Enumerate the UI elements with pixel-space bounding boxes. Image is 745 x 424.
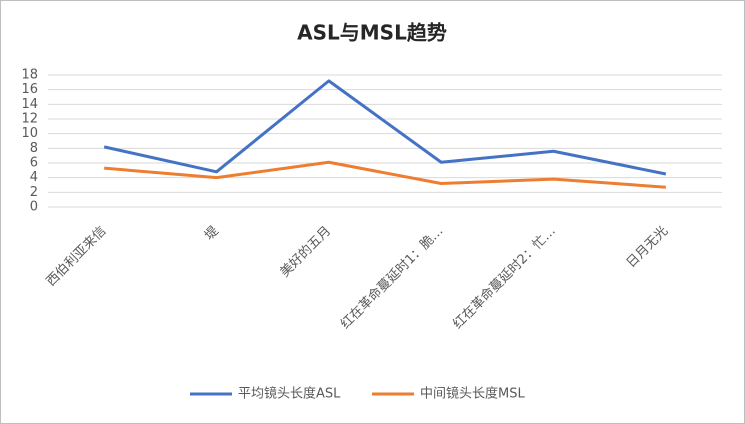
y-tick-label: 10 (21, 126, 38, 141)
y-tick-label: 16 (21, 82, 38, 97)
series-line (104, 160, 666, 189)
series-line (103, 79, 667, 176)
y-tick-label: 8 (30, 141, 38, 156)
y-tick-label: 0 (30, 200, 38, 215)
y-tick-label: 2 (30, 185, 38, 200)
y-tick-label: 14 (21, 97, 38, 112)
y-tick-label: 18 (21, 68, 38, 83)
chart-title: ASL与MSL趋势 (297, 21, 447, 45)
legend-label: 平均镜头长度ASL (238, 386, 341, 402)
y-tick-label: 4 (30, 170, 38, 185)
legend-label: 中间镜头长度MSL (420, 386, 525, 402)
y-tick-label: 12 (21, 112, 38, 127)
y-tick-label: 6 (30, 156, 38, 171)
